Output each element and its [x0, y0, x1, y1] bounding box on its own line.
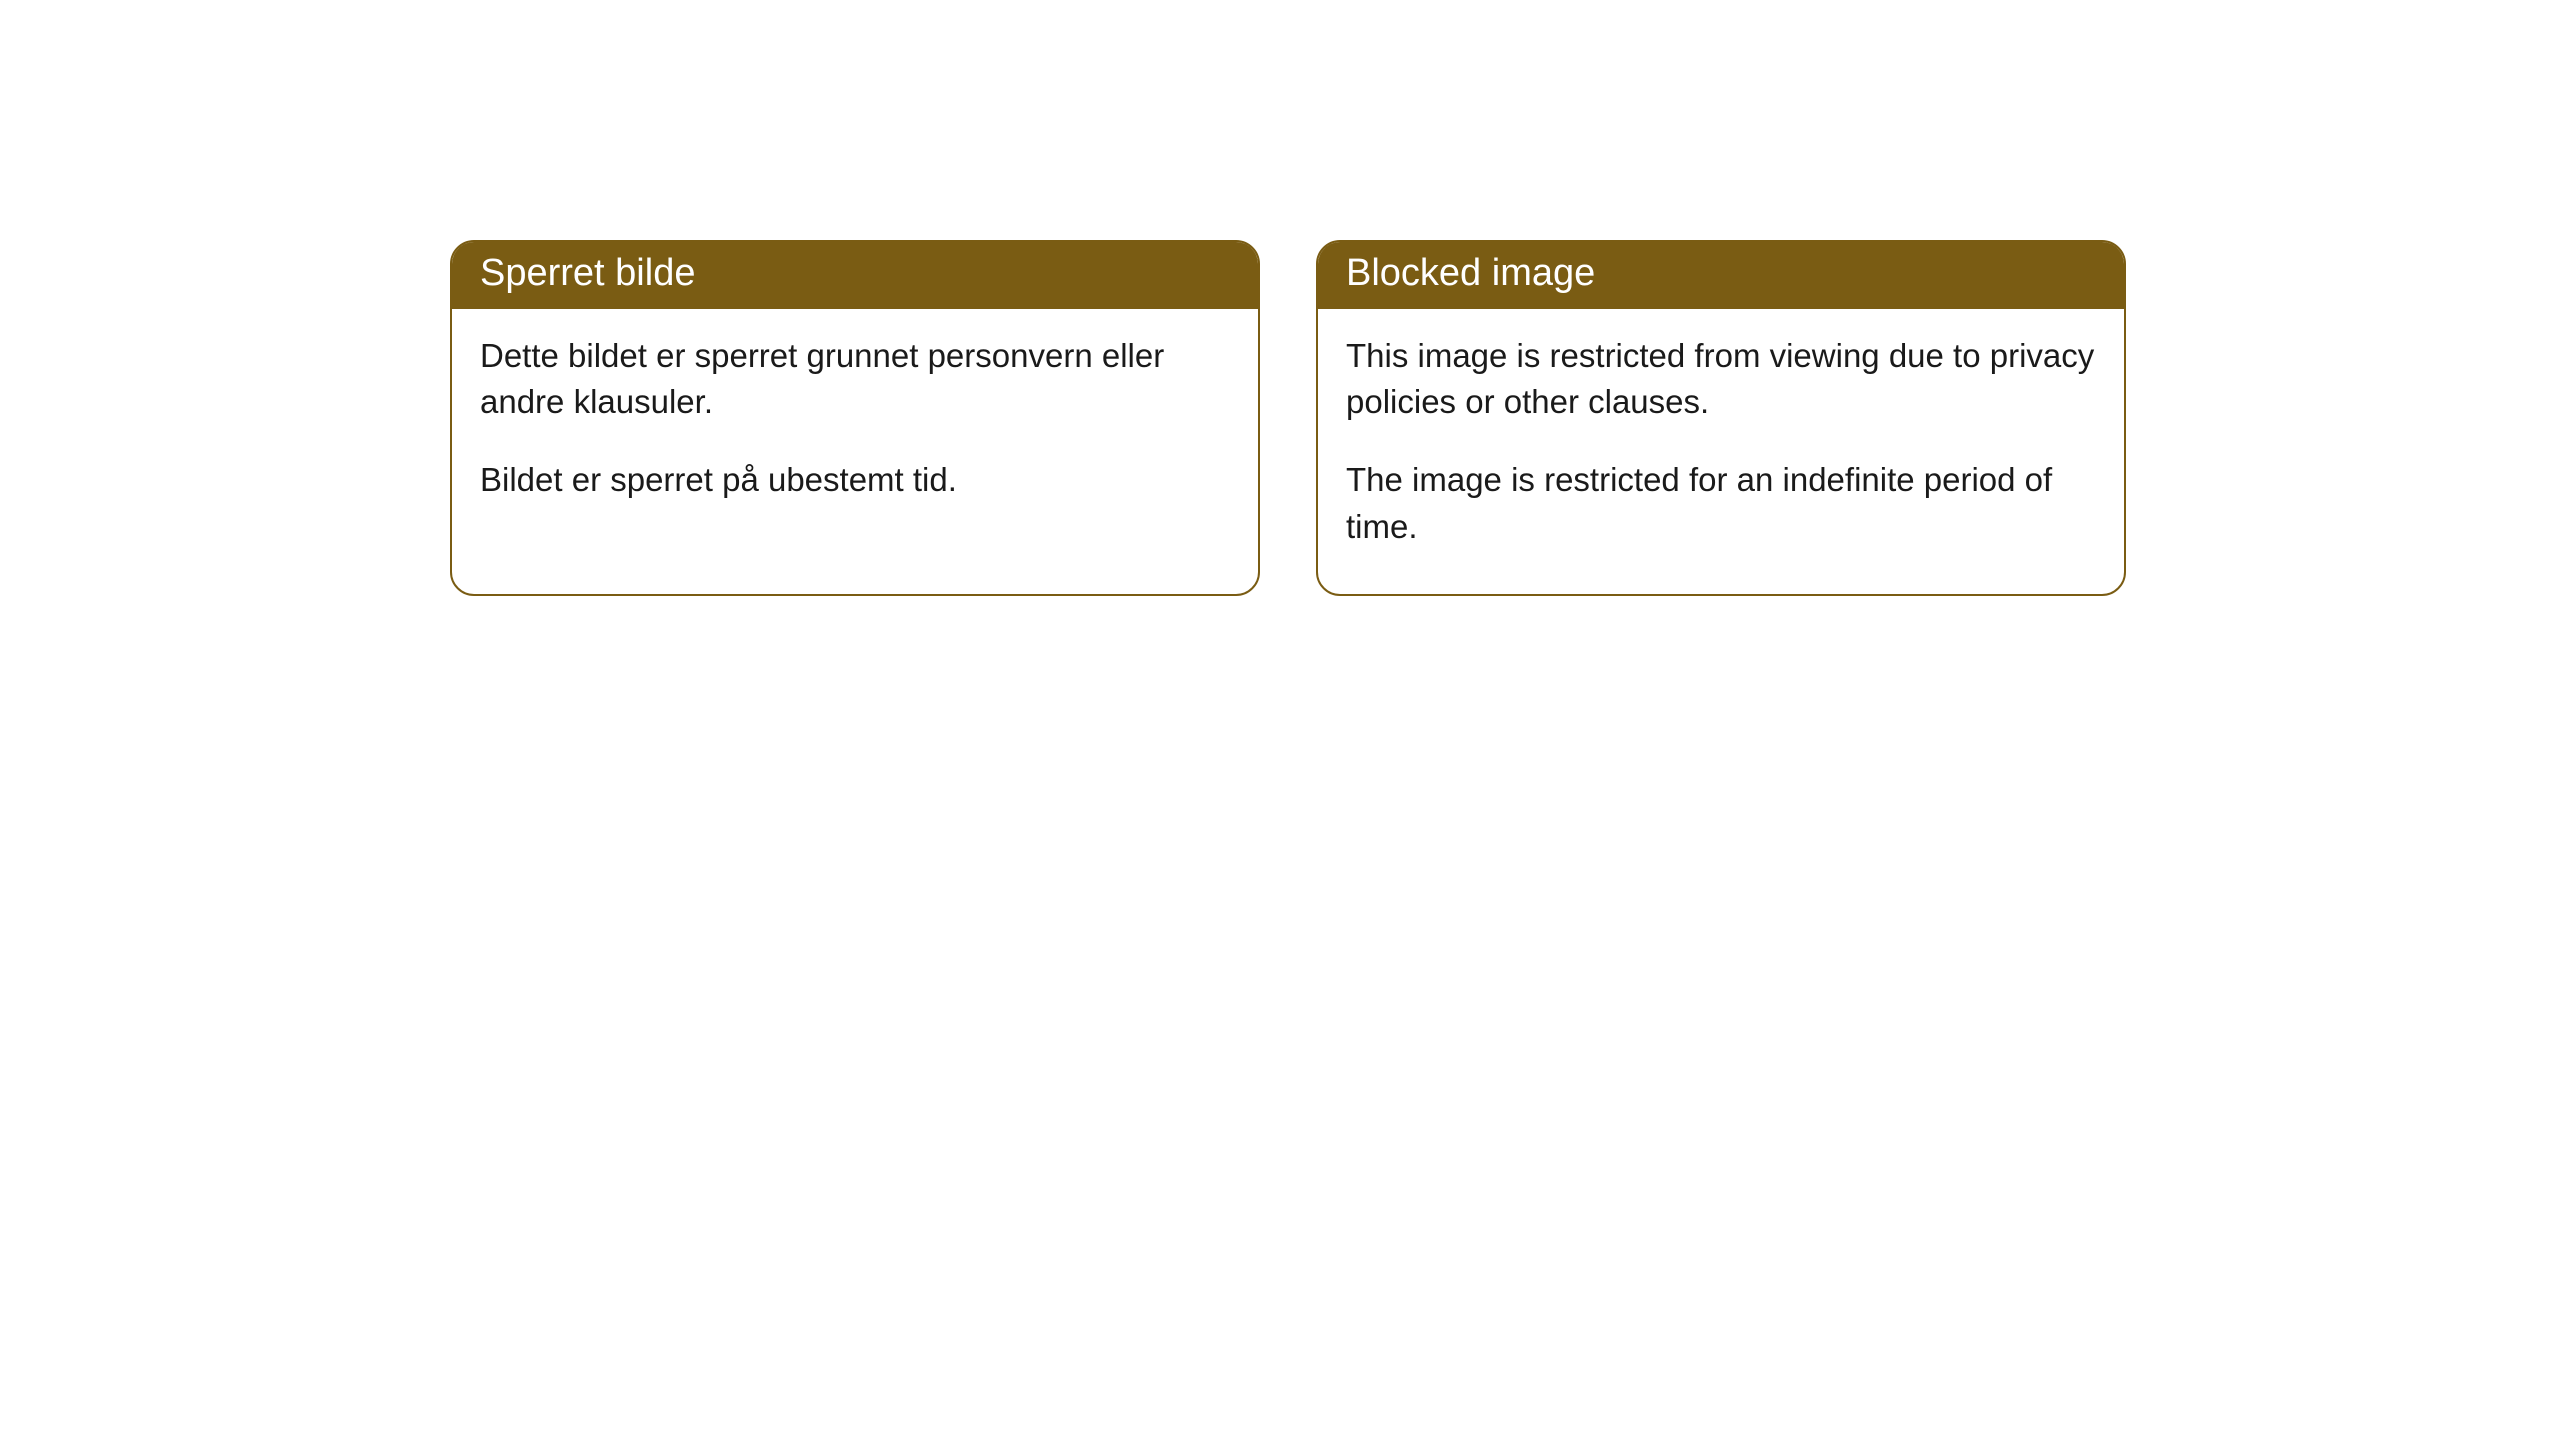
panel-text-line2-english: The image is restricted for an indefinit… [1346, 457, 2096, 549]
panel-text-line1-norwegian: Dette bildet er sperret grunnet personve… [480, 333, 1230, 425]
panel-header-norwegian: Sperret bilde [452, 242, 1258, 309]
panel-english: Blocked image This image is restricted f… [1316, 240, 2126, 596]
panel-text-line2-norwegian: Bildet er sperret på ubestemt tid. [480, 457, 1230, 503]
panel-norwegian: Sperret bilde Dette bildet er sperret gr… [450, 240, 1260, 596]
panel-body-norwegian: Dette bildet er sperret grunnet personve… [452, 309, 1258, 548]
panel-body-english: This image is restricted from viewing du… [1318, 309, 2124, 594]
panel-text-line1-english: This image is restricted from viewing du… [1346, 333, 2096, 425]
panel-header-english: Blocked image [1318, 242, 2124, 309]
panels-container: Sperret bilde Dette bildet er sperret gr… [0, 0, 2560, 596]
